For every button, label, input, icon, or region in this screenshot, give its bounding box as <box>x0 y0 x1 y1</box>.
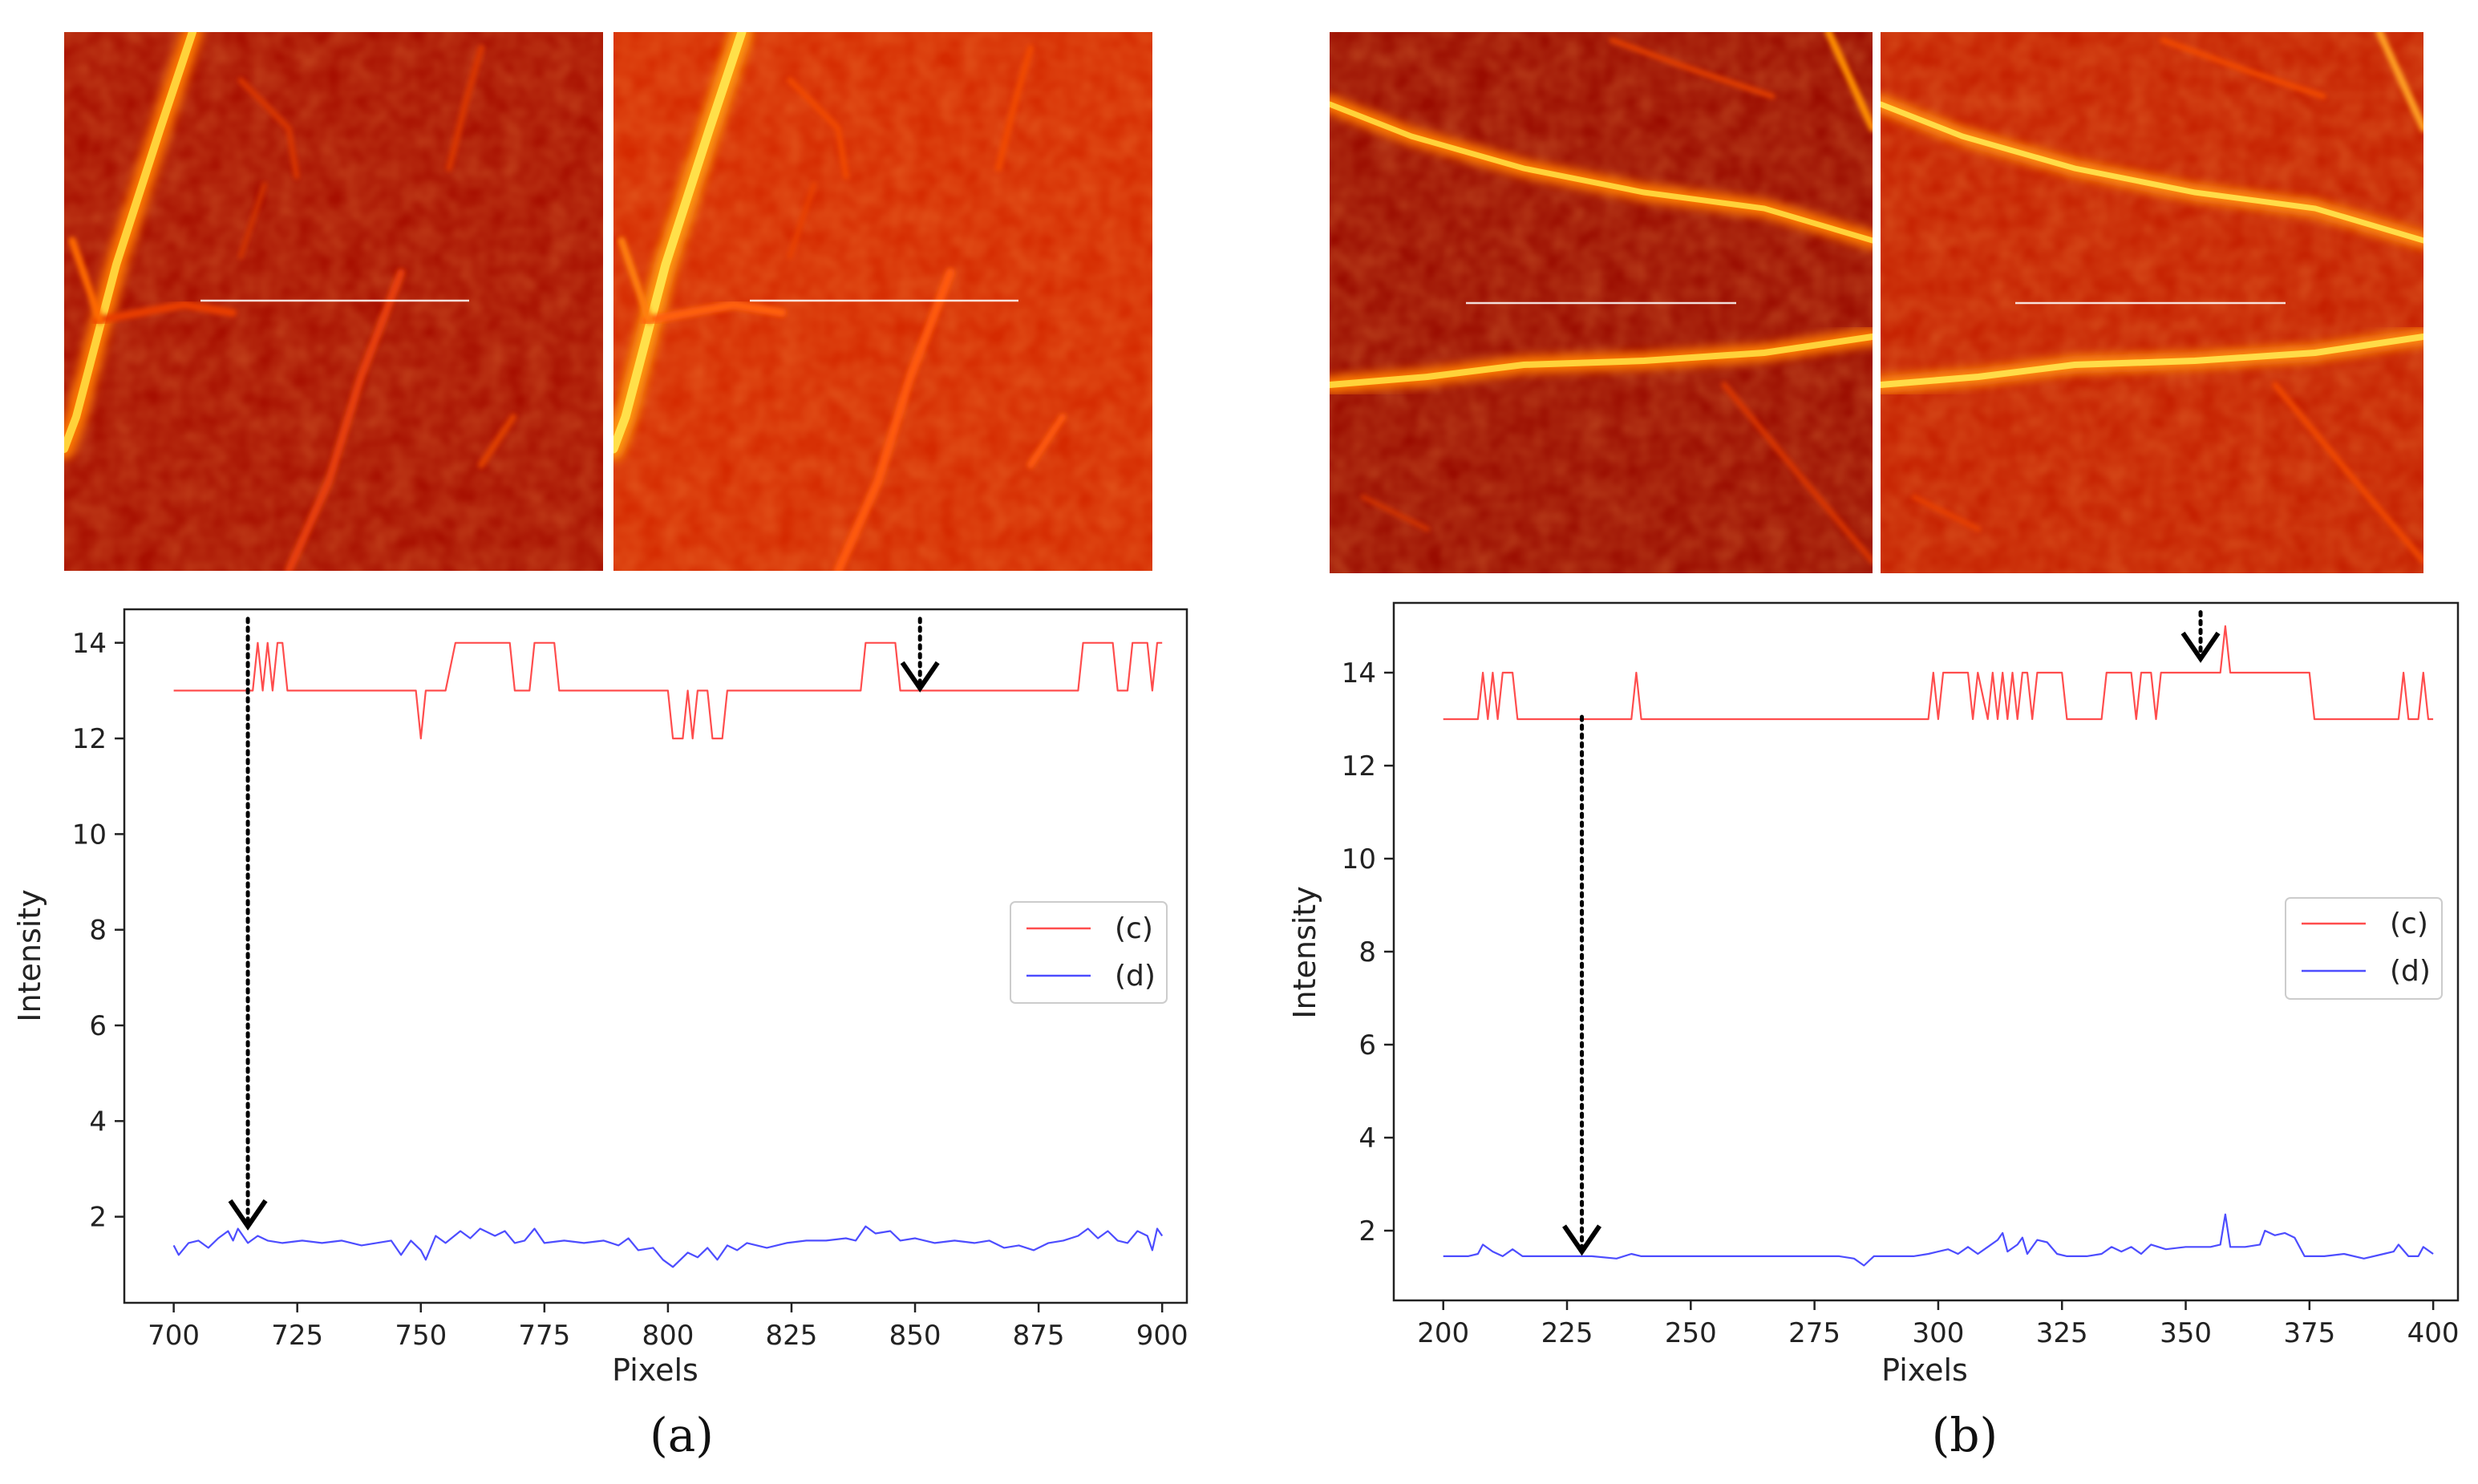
micrograph-b-right <box>1881 32 2423 573</box>
x-tick-label-b-325: 325 <box>2036 1317 2088 1349</box>
y-tick-label-b-12: 12 <box>1342 750 1376 782</box>
y-tick-label-b-8: 8 <box>1358 936 1376 968</box>
x-tick-label-b-350: 350 <box>2160 1317 2212 1349</box>
legend-label-d-b: (d) <box>2390 955 2431 988</box>
legend-label-d-a: (d) <box>1115 960 1156 993</box>
plot-frame-a <box>123 608 1188 1304</box>
legend-box-a <box>1010 901 1168 1004</box>
y-tick-label-b-2: 2 <box>1358 1215 1376 1247</box>
x-tick-label-a-900: 900 <box>1136 1320 1188 1352</box>
series-line-a-c <box>173 641 1163 740</box>
legend-label-c-b: (c) <box>2390 908 2428 940</box>
y-tick-label-b-10: 10 <box>1342 843 1376 875</box>
x-tick-label-a-725: 725 <box>271 1320 323 1352</box>
series-line-b-d <box>1443 1213 2434 1267</box>
chart-b-ticks: 200 225 250 275 300 325 350 375 400 2 4 6 8 10 12 14 <box>1342 657 2460 1349</box>
x-axis-label-a: Pixels <box>612 1353 698 1388</box>
y-tick-label-a-8: 8 <box>89 915 107 947</box>
x-tick-label-b-250: 250 <box>1665 1317 1717 1349</box>
y-tick-label-a-14: 14 <box>72 628 107 660</box>
chart-a-ticks: 700 725 750 775 800 825 850 875 900 2 4 6 8 10 12 14 <box>72 628 1188 1352</box>
y-axis-label-a: Intensity <box>12 889 47 1021</box>
series-line-a-d <box>172 1225 1164 1268</box>
y-tick-label-b-14: 14 <box>1342 657 1376 689</box>
chart-b: 200 225 250 275 300 325 350 375 400 2 4 6 8 10 12 14 Pi… <box>1287 601 2460 1462</box>
chart-b-lines <box>1443 625 2434 1267</box>
x-tick-label-a-775: 775 <box>518 1320 570 1352</box>
y-tick-label-b-6: 6 <box>1358 1029 1376 1061</box>
x-tick-label-a-800: 800 <box>642 1320 694 1352</box>
annotation-arrow-b-1 <box>1562 714 1602 1256</box>
legend-b: (c) (d) <box>2285 897 2443 1000</box>
x-tick-label-b-275: 275 <box>1788 1317 1840 1349</box>
y-axis-label-b: Intensity <box>1287 886 1322 1018</box>
x-tick-label-a-750: 750 <box>395 1320 447 1352</box>
x-tick-label-b-375: 375 <box>2283 1317 2335 1349</box>
x-tick-label-a-850: 850 <box>889 1320 941 1352</box>
x-tick-label-b-400: 400 <box>2407 1317 2460 1349</box>
x-tick-label-a-875: 875 <box>1013 1320 1065 1352</box>
caption-a: (a) <box>650 1408 714 1462</box>
chart-a: 700 725 750 775 800 825 850 875 900 2 4 6 8 10 12 14 Pi… <box>12 608 1188 1462</box>
annotation-arrow-b-2 <box>2180 610 2221 663</box>
legend-label-c-a: (c) <box>1115 912 1153 945</box>
y-tick-label-a-10: 10 <box>72 819 107 851</box>
x-axis-label-b: Pixels <box>1881 1353 1968 1388</box>
y-tick-label-a-2: 2 <box>89 1202 107 1234</box>
annotation-arrow-a-2 <box>900 617 940 693</box>
legend-a: (c) (d) <box>1010 901 1168 1004</box>
series-line-b-c <box>1443 625 2434 721</box>
x-tick-label-b-200: 200 <box>1417 1317 1469 1349</box>
x-tick-label-a-825: 825 <box>766 1320 818 1352</box>
micrograph-b-left <box>1330 32 1873 573</box>
y-tick-label-a-4: 4 <box>89 1106 107 1138</box>
x-tick-label-b-300: 300 <box>1912 1317 1964 1349</box>
y-tick-label-b-4: 4 <box>1358 1122 1376 1154</box>
annotation-arrow-a-1 <box>228 617 268 1231</box>
y-tick-label-a-6: 6 <box>89 1010 107 1042</box>
x-tick-label-a-700: 700 <box>148 1320 200 1352</box>
y-tick-label-a-12: 12 <box>72 723 107 755</box>
x-tick-label-b-225: 225 <box>1541 1317 1593 1349</box>
caption-b: (b) <box>1932 1408 1998 1462</box>
chart-a-lines <box>172 641 1164 1268</box>
annotation-arrows <box>228 610 2221 1256</box>
